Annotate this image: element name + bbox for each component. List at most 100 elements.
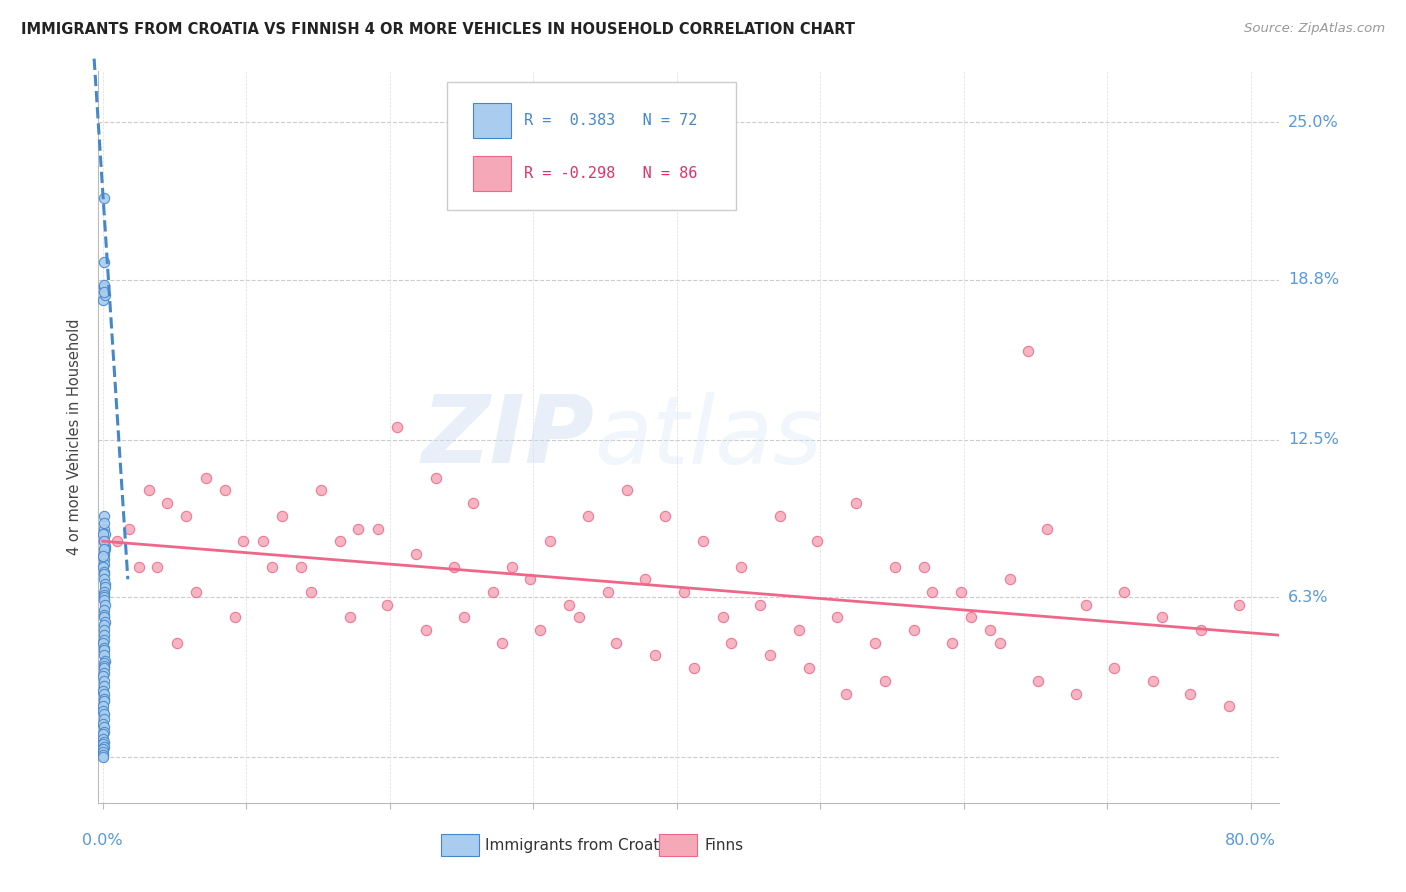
Point xyxy=(290,559,312,574)
Point xyxy=(93,590,115,604)
Point xyxy=(540,534,562,549)
Point xyxy=(214,483,236,498)
Point xyxy=(93,720,115,734)
FancyBboxPatch shape xyxy=(441,834,478,856)
Point xyxy=(461,496,484,510)
Point xyxy=(166,636,188,650)
Text: 6.3%: 6.3% xyxy=(1288,590,1329,605)
Point xyxy=(960,610,983,624)
Point xyxy=(93,547,115,561)
Point xyxy=(576,508,599,523)
Point xyxy=(271,508,294,523)
Point xyxy=(93,705,115,719)
Point xyxy=(117,521,139,535)
Point xyxy=(827,610,849,624)
Point xyxy=(146,559,169,574)
Point xyxy=(93,636,115,650)
Text: 25.0%: 25.0% xyxy=(1288,115,1339,129)
Point xyxy=(683,661,706,675)
Point xyxy=(367,521,389,535)
Point xyxy=(616,483,638,498)
Point xyxy=(443,559,465,574)
Point xyxy=(224,610,246,624)
Point xyxy=(93,610,115,624)
Point xyxy=(1189,623,1212,637)
Point xyxy=(1114,585,1136,599)
Point xyxy=(453,610,475,624)
Point xyxy=(596,585,619,599)
Point xyxy=(720,636,742,650)
Text: 0.0%: 0.0% xyxy=(83,833,124,848)
Point xyxy=(93,679,115,693)
Point xyxy=(93,534,115,549)
Point xyxy=(405,547,427,561)
Text: IMMIGRANTS FROM CROATIA VS FINNISH 4 OR MORE VEHICLES IN HOUSEHOLD CORRELATION C: IMMIGRANTS FROM CROATIA VS FINNISH 4 OR … xyxy=(21,22,855,37)
Point xyxy=(93,592,115,607)
Point xyxy=(797,661,820,675)
Point xyxy=(806,534,828,549)
Point xyxy=(93,745,115,759)
Point xyxy=(558,598,581,612)
FancyBboxPatch shape xyxy=(472,103,510,138)
Point xyxy=(93,648,115,663)
Point xyxy=(988,636,1011,650)
Point xyxy=(309,483,332,498)
Point xyxy=(105,534,128,549)
Point xyxy=(1017,343,1039,358)
Point xyxy=(339,610,361,624)
Point xyxy=(692,534,714,549)
Point xyxy=(94,580,117,594)
Point xyxy=(93,572,115,586)
Point xyxy=(252,534,274,549)
Point xyxy=(93,280,115,294)
Point xyxy=(93,739,115,754)
Text: R =  0.383   N = 72: R = 0.383 N = 72 xyxy=(523,113,697,128)
Point xyxy=(93,293,115,307)
Point xyxy=(1104,661,1126,675)
Point xyxy=(93,607,115,622)
Point xyxy=(845,496,868,510)
Point xyxy=(93,691,115,706)
Point xyxy=(93,658,115,673)
Text: Finns: Finns xyxy=(704,838,744,853)
Point xyxy=(519,572,541,586)
Point xyxy=(93,191,115,205)
Point xyxy=(93,687,115,701)
Point xyxy=(195,471,218,485)
Point xyxy=(93,577,115,591)
Point xyxy=(1227,598,1250,612)
Point xyxy=(1028,673,1050,688)
Point xyxy=(605,636,627,650)
Point xyxy=(94,541,117,556)
Point xyxy=(93,694,115,708)
Point xyxy=(1218,699,1240,714)
Point xyxy=(921,585,943,599)
Point xyxy=(568,610,591,624)
Point xyxy=(1180,687,1202,701)
Point xyxy=(93,552,115,566)
Point xyxy=(863,636,886,650)
Point xyxy=(91,750,114,764)
Point xyxy=(93,277,115,292)
Point xyxy=(730,559,752,574)
Point xyxy=(769,508,792,523)
Text: 18.8%: 18.8% xyxy=(1288,272,1339,287)
Point xyxy=(903,623,925,637)
Point xyxy=(93,732,115,747)
Point xyxy=(672,585,695,599)
Point xyxy=(93,598,115,612)
Point xyxy=(93,724,115,739)
Point xyxy=(425,471,447,485)
Point xyxy=(174,508,197,523)
Point xyxy=(299,585,322,599)
Point xyxy=(93,526,115,541)
Point xyxy=(93,643,115,657)
Point xyxy=(415,623,437,637)
Point xyxy=(128,559,150,574)
Point xyxy=(93,735,115,749)
Point xyxy=(1142,673,1164,688)
Point xyxy=(491,636,513,650)
Point xyxy=(93,526,115,541)
Point xyxy=(93,615,115,630)
Point xyxy=(138,483,160,498)
